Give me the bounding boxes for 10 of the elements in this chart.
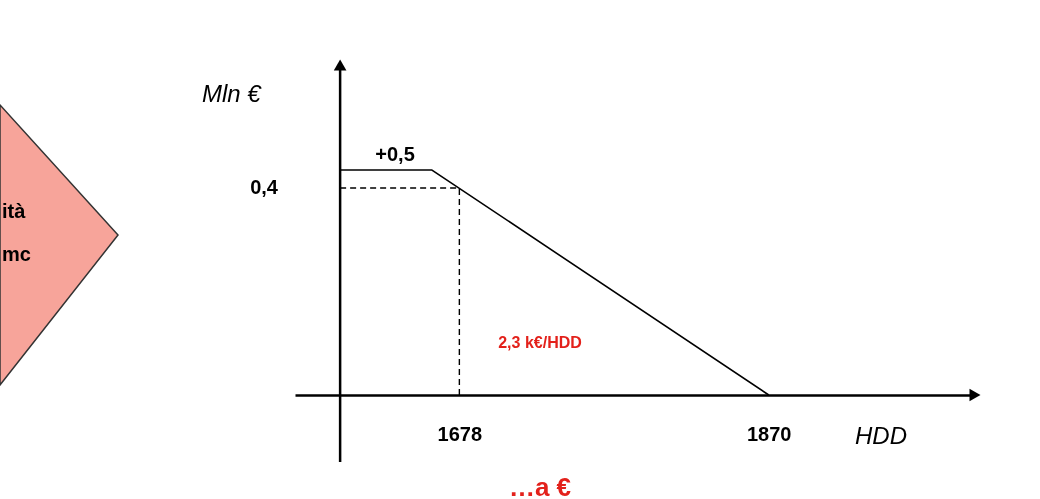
text: mc	[2, 243, 31, 265]
x-axis-title: HDD	[855, 422, 907, 449]
text: +0,5	[375, 143, 415, 165]
x-tick-label: 1678	[437, 423, 483, 446]
text: …a €	[508, 472, 572, 499]
annotation: 2,3 k€/HDD	[498, 334, 582, 351]
x-tick-label: 1870	[746, 423, 792, 446]
text: 0,4	[250, 176, 279, 198]
text: ità	[2, 200, 27, 222]
y-axis-title: Mln €	[202, 80, 263, 107]
